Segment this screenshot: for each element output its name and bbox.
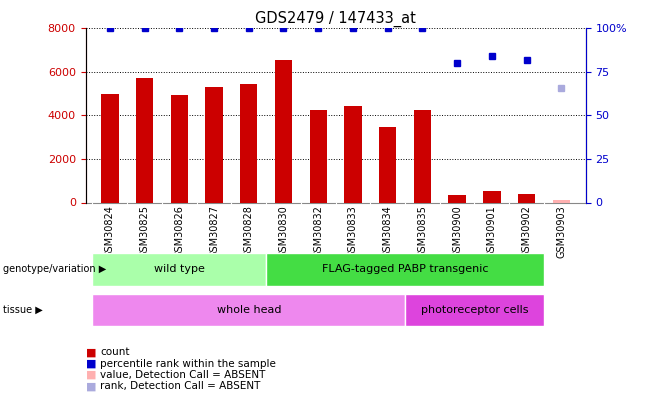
Text: genotype/variation ▶: genotype/variation ▶: [3, 264, 107, 274]
Bar: [170, 95, 188, 202]
Text: GSM30825: GSM30825: [139, 205, 149, 258]
Bar: [344, 106, 362, 202]
Bar: [93, 253, 266, 286]
Text: GSM30827: GSM30827: [209, 205, 219, 258]
Title: GDS2479 / 147433_at: GDS2479 / 147433_at: [255, 11, 416, 27]
Text: count: count: [100, 347, 130, 357]
Bar: [518, 194, 535, 202]
Bar: [309, 110, 327, 202]
Text: percentile rank within the sample: percentile rank within the sample: [100, 359, 276, 369]
Bar: [553, 200, 570, 202]
Text: wild type: wild type: [154, 264, 205, 274]
Text: GSM30833: GSM30833: [348, 205, 358, 258]
Text: GSM30832: GSM30832: [313, 205, 323, 258]
Bar: [205, 87, 222, 202]
Bar: [379, 128, 396, 202]
Bar: [93, 294, 405, 326]
Text: photoreceptor cells: photoreceptor cells: [420, 305, 528, 315]
Text: value, Detection Call = ABSENT: value, Detection Call = ABSENT: [100, 370, 265, 380]
Text: GSM30901: GSM30901: [487, 205, 497, 258]
Text: GSM30903: GSM30903: [556, 205, 567, 258]
Bar: [414, 110, 431, 202]
Text: ■: ■: [86, 382, 96, 391]
Text: whole head: whole head: [216, 305, 281, 315]
Bar: [275, 60, 292, 202]
Bar: [483, 190, 501, 202]
Text: FLAG-tagged PABP transgenic: FLAG-tagged PABP transgenic: [322, 264, 488, 274]
Text: GSM30834: GSM30834: [383, 205, 393, 258]
Text: GSM30828: GSM30828: [243, 205, 254, 258]
Bar: [449, 195, 466, 202]
Bar: [240, 84, 257, 202]
Text: GSM30835: GSM30835: [417, 205, 428, 258]
Text: ■: ■: [86, 347, 96, 357]
Bar: [136, 79, 153, 202]
Text: ■: ■: [86, 370, 96, 380]
Text: tissue ▶: tissue ▶: [3, 305, 43, 315]
Text: GSM30826: GSM30826: [174, 205, 184, 258]
Bar: [405, 294, 544, 326]
Text: ■: ■: [86, 359, 96, 369]
Text: rank, Detection Call = ABSENT: rank, Detection Call = ABSENT: [100, 382, 261, 391]
Text: GSM30900: GSM30900: [452, 205, 462, 258]
Text: GSM30824: GSM30824: [105, 205, 115, 258]
Bar: [266, 253, 544, 286]
Bar: [101, 94, 118, 202]
Text: GSM30902: GSM30902: [522, 205, 532, 258]
Text: GSM30830: GSM30830: [278, 205, 288, 258]
